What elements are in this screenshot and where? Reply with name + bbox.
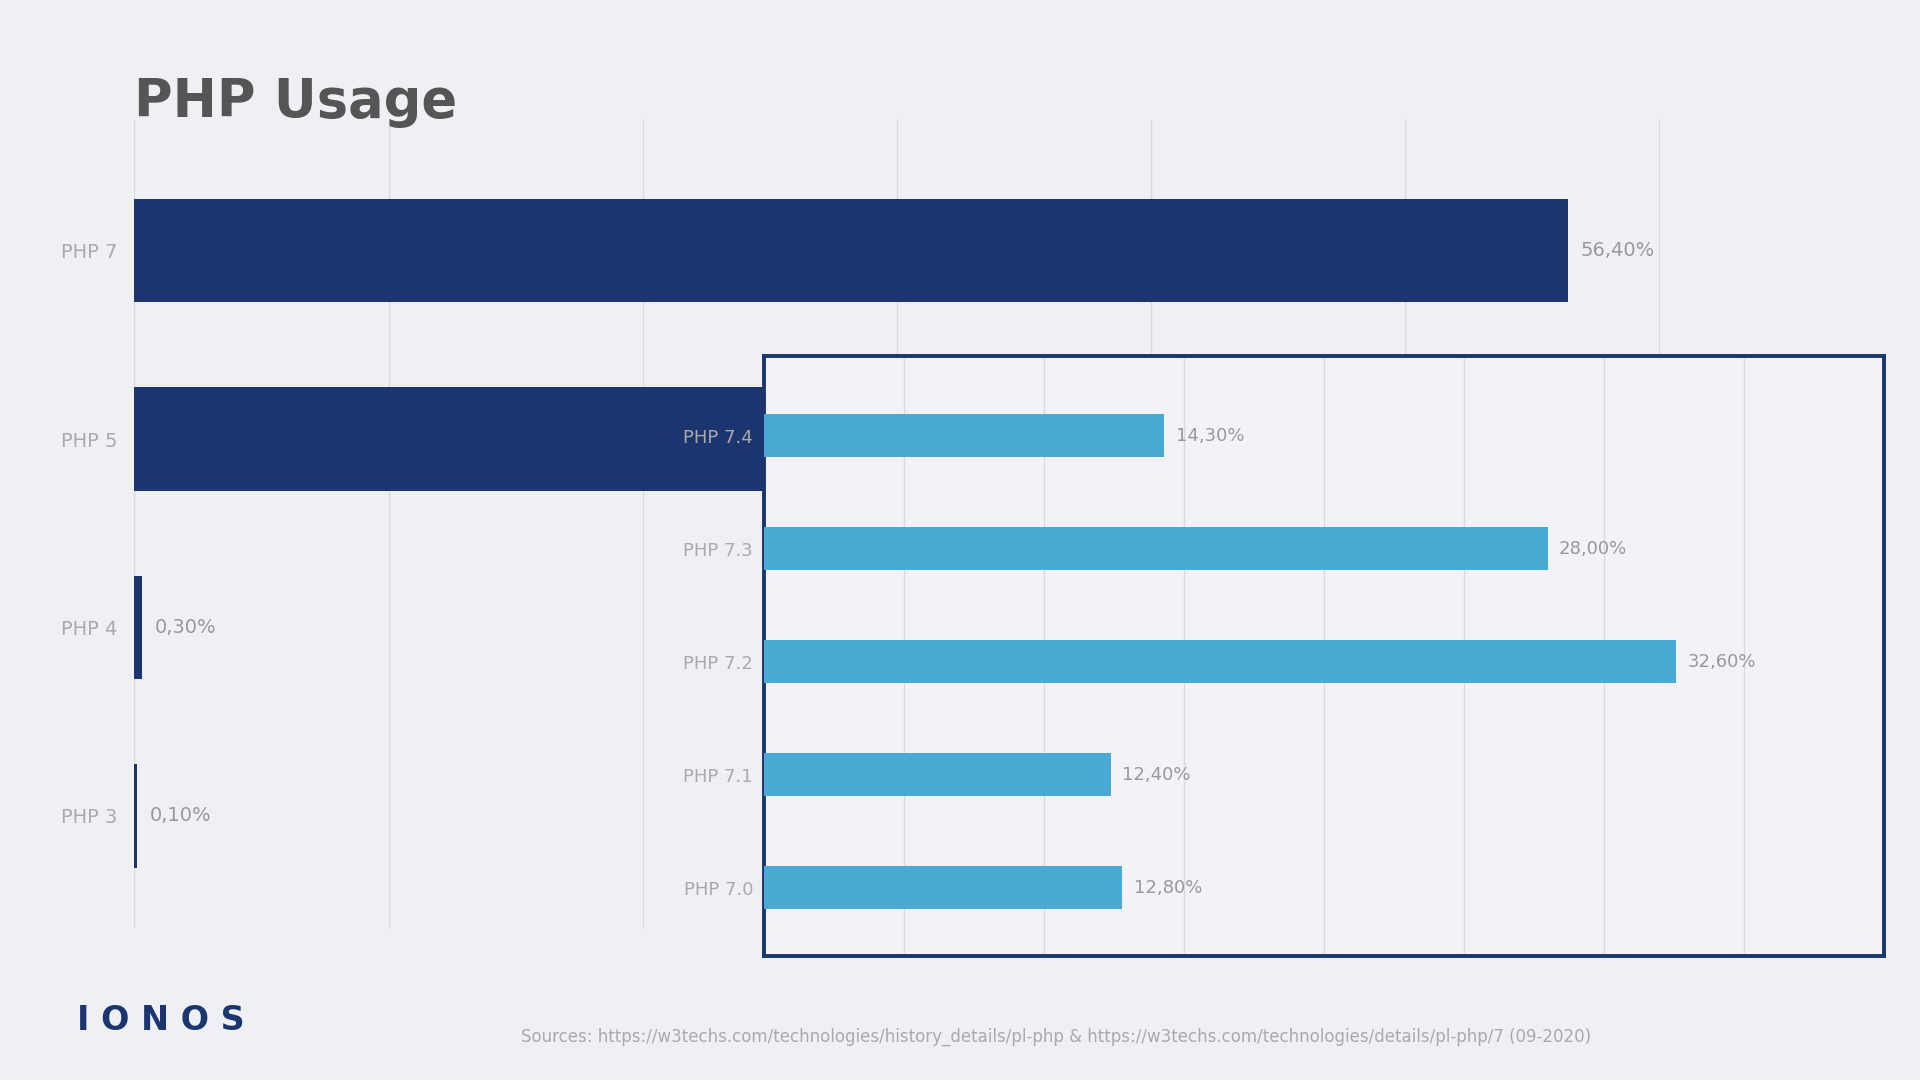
- Bar: [134, 764, 136, 867]
- Bar: [134, 199, 1567, 302]
- Text: Sources: https://w3techs.com/technologies/history_details/pl-php & https://w3tec: Sources: https://w3techs.com/technologie…: [520, 1028, 1592, 1045]
- Text: 56,40%: 56,40%: [1580, 241, 1655, 260]
- Bar: [764, 866, 1123, 909]
- Text: 0,10%: 0,10%: [150, 807, 211, 825]
- Text: 12,80%: 12,80%: [1133, 879, 1202, 897]
- Text: 0,30%: 0,30%: [156, 618, 217, 637]
- Text: 14,30%: 14,30%: [1175, 427, 1244, 445]
- Text: I O N O S: I O N O S: [77, 1004, 244, 1037]
- Bar: [764, 640, 1676, 684]
- Bar: [764, 527, 1548, 570]
- Bar: [134, 576, 142, 679]
- Text: PHP Usage: PHP Usage: [134, 76, 457, 127]
- Text: 12,40%: 12,40%: [1123, 766, 1190, 784]
- Bar: [134, 388, 1233, 490]
- Text: 32,60%: 32,60%: [1688, 652, 1757, 671]
- Text: 43,20%: 43,20%: [1244, 430, 1319, 448]
- Text: 28,00%: 28,00%: [1559, 540, 1626, 557]
- Bar: [764, 414, 1164, 457]
- Bar: [764, 754, 1112, 796]
